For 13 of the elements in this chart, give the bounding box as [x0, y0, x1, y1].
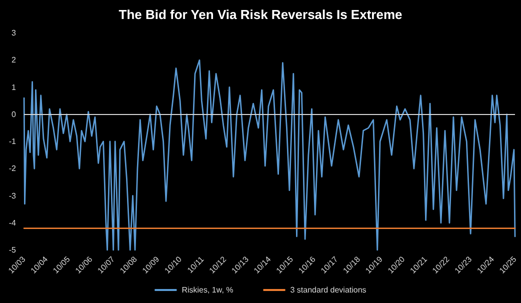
legend-label: Riskies, 1w, % — [182, 286, 234, 294]
y-tick-label: -3 — [8, 191, 17, 200]
y-tick-label: -1 — [8, 137, 17, 146]
y-tick-label: 0 — [12, 110, 17, 119]
chart-title: The Bid for Yen Via Risk Reversals Is Extreme — [118, 7, 402, 22]
line-series — [23, 59, 516, 251]
y-tick-label: -4 — [8, 218, 17, 228]
y-tick-label: 1 — [12, 82, 17, 92]
y-tick-label: 3 — [12, 28, 17, 38]
y-tick-label: -5 — [8, 246, 17, 254]
legend-label: 3 standard deviations — [290, 286, 366, 294]
y-tick-label: 2 — [12, 56, 17, 65]
y-tick-label: -2 — [8, 164, 17, 174]
